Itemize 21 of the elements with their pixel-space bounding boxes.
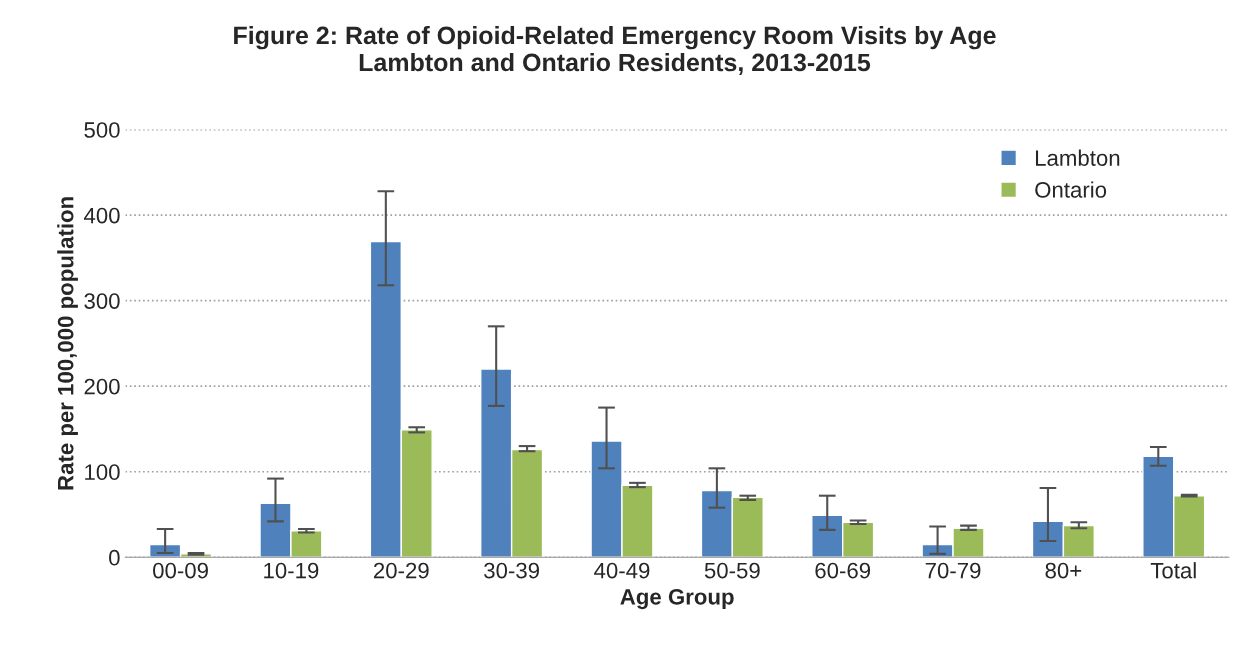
y-tick-label: 200 [84,378,120,395]
x-tick-label: 30-39 [484,562,539,579]
y-tick-label: 300 [84,293,120,309]
x-tick-label: 00-09 [153,562,208,579]
x-tick-label: 70-79 [925,562,981,579]
y-axis-title: Rate per 100,000 population [57,197,78,490]
x-axis-title: Age Group [620,588,734,610]
x-tick-label: 20-29 [373,562,429,579]
x-tick-label: 80+ [1045,562,1082,579]
y-tick-label: 400 [83,207,120,224]
chart-title: Figure 2: Rate of Opioid-Related Emergency Room Visits by Age Lambton and Ontario Residents, 2013-2015 [234,25,996,75]
x-tick-label: Total [1150,562,1196,579]
x-tick-label: 50-59 [704,562,760,579]
x-tick-label: 10-19 [264,562,319,579]
legend-label: Ontario [1035,181,1107,198]
x-tick-label: 40-49 [594,562,650,579]
legend-label: Lambton [1035,149,1120,166]
x-tick-label: 60-69 [815,562,871,579]
y-tick-label: 0 [109,549,120,566]
y-tick-label: 500 [84,122,120,138]
y-tick-label: 100 [85,464,120,481]
